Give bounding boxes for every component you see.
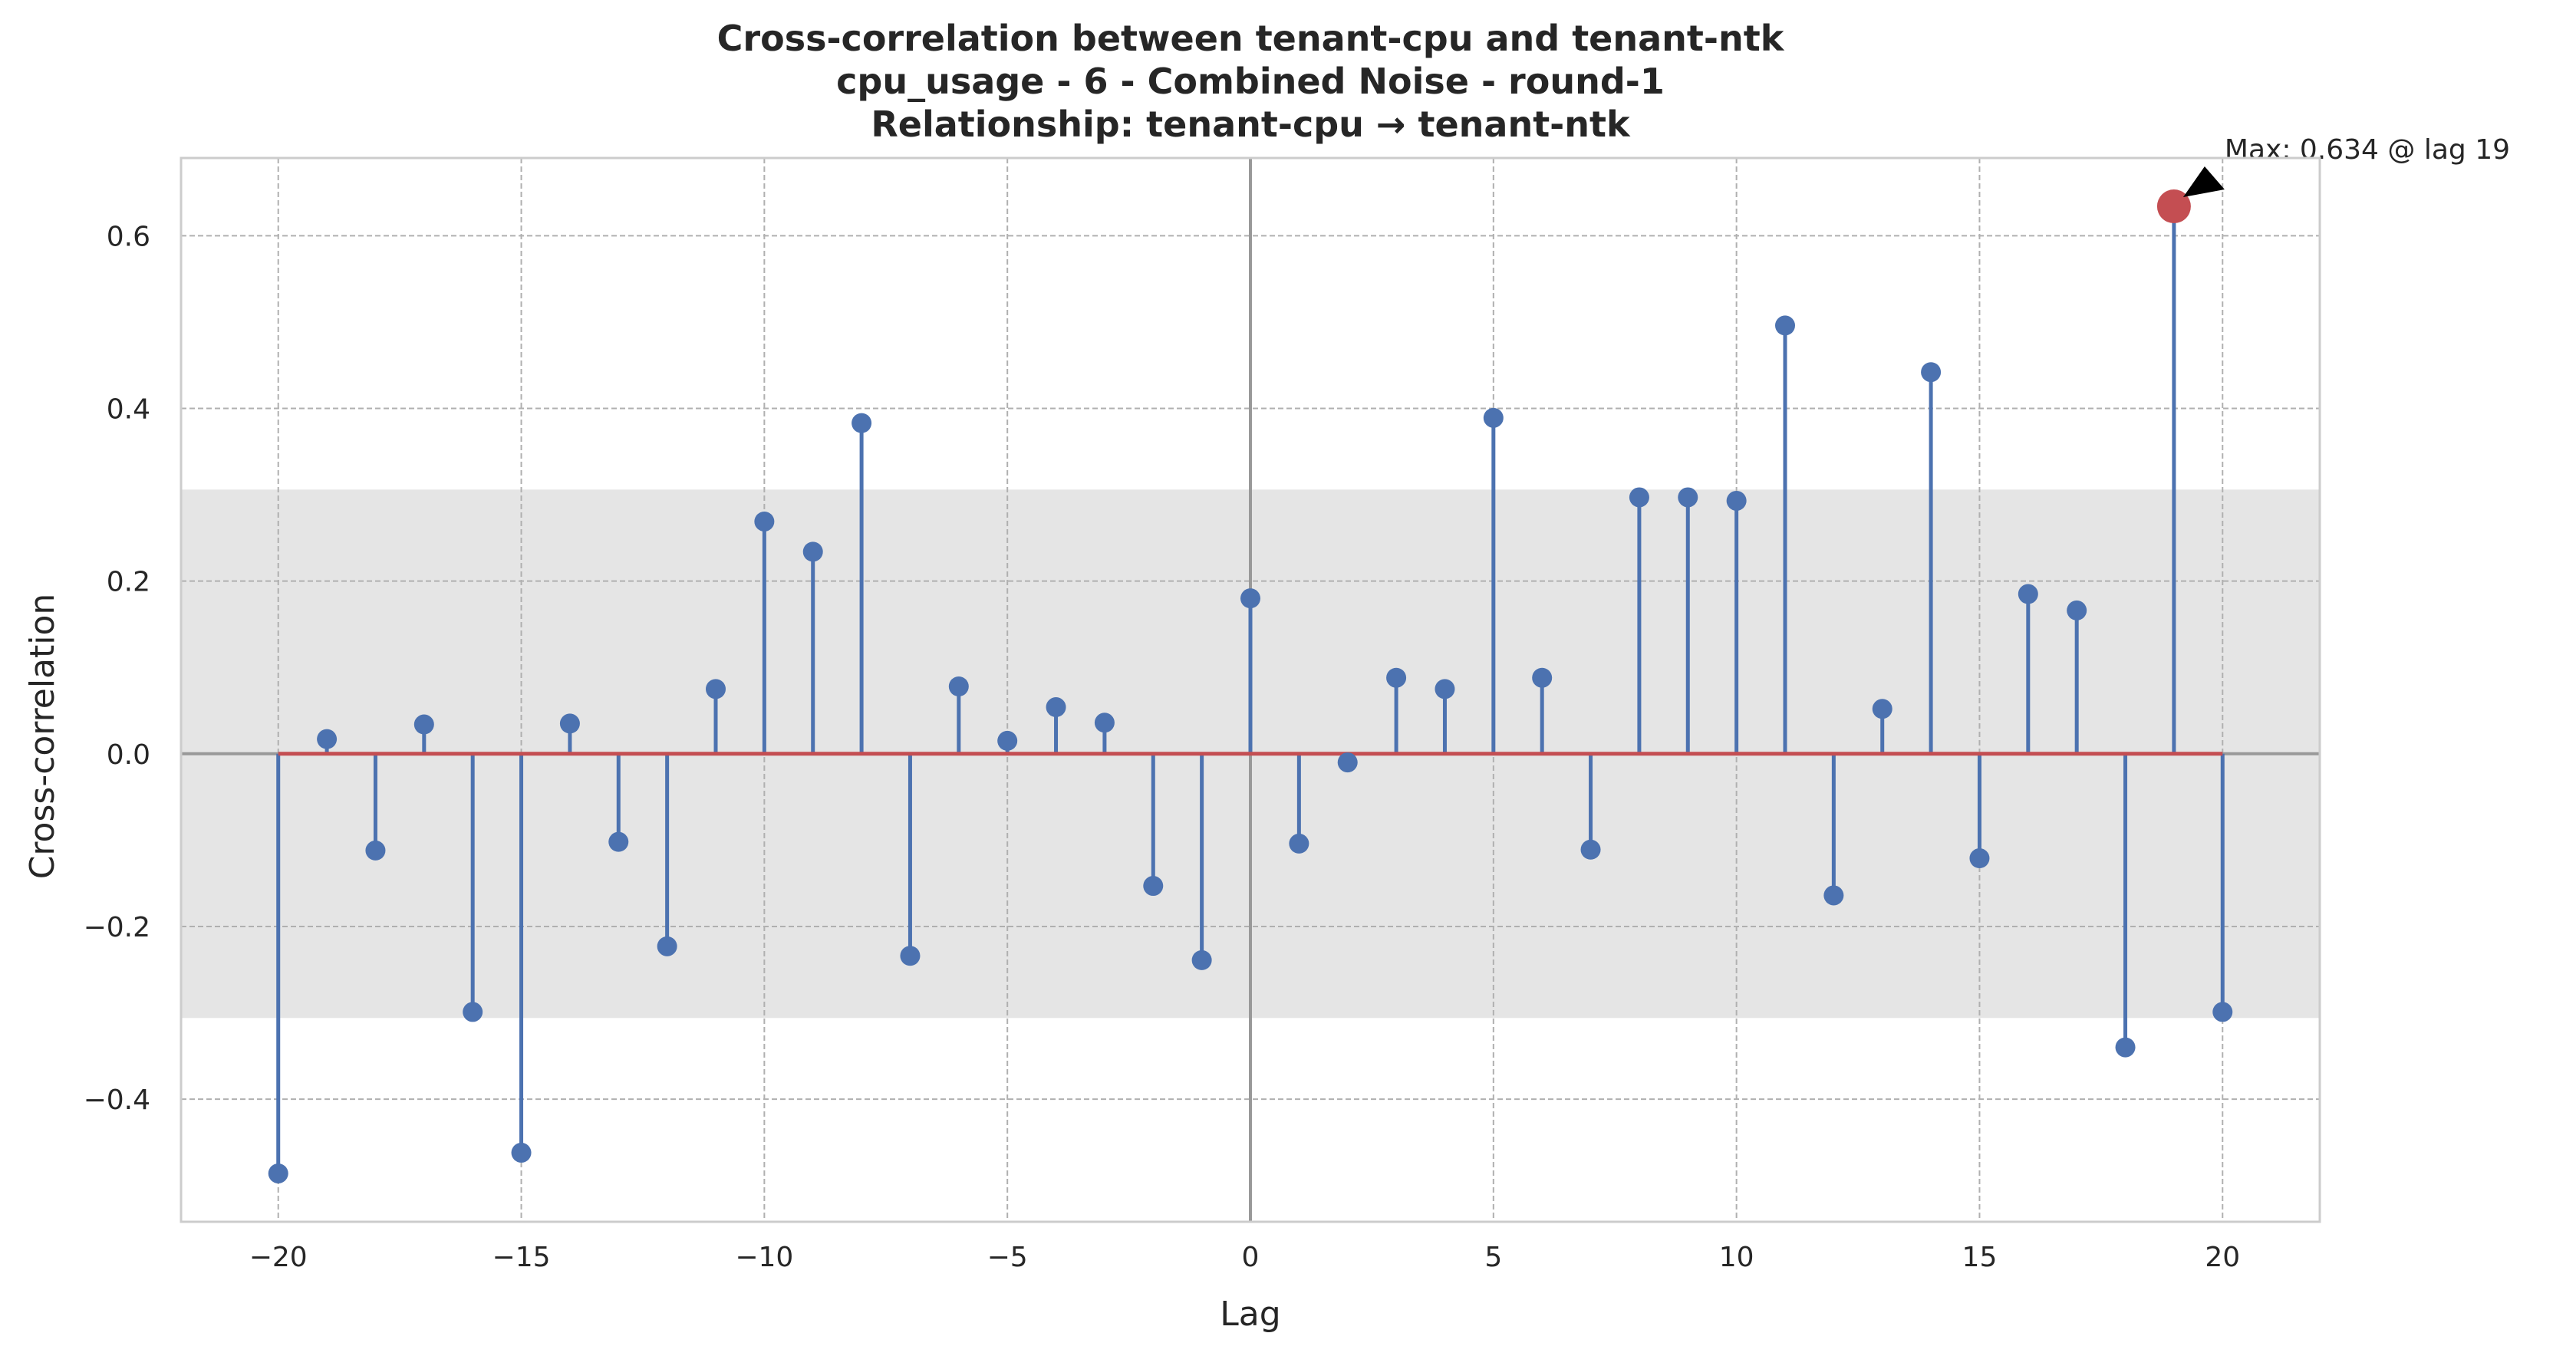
x-tick-label: −10 bbox=[735, 1242, 793, 1273]
stem-marker bbox=[268, 1163, 288, 1183]
stem-marker bbox=[1872, 699, 1892, 719]
plot-frame bbox=[180, 156, 2321, 1223]
x-axis-label: Lag bbox=[1220, 1295, 1280, 1334]
stem-marker bbox=[1289, 833, 1309, 854]
y-axis-label: Cross-correlation bbox=[23, 594, 62, 880]
stem-marker bbox=[1678, 487, 1698, 508]
stem-marker bbox=[1532, 667, 1553, 688]
y-tick-label: −0.4 bbox=[84, 1084, 150, 1116]
stem-marker bbox=[1435, 679, 1455, 699]
max-annotation: Max: 0.634 @ lag 19 bbox=[2225, 134, 2510, 166]
x-tick-label: −20 bbox=[249, 1242, 308, 1273]
y-tick-label: −0.2 bbox=[84, 912, 150, 943]
y-axis-ticks: −0.4 −0.2 0.0 0.2 0.4 0.6 bbox=[84, 221, 150, 1116]
max-marker bbox=[2156, 189, 2191, 224]
annotation-arrow-icon bbox=[2182, 166, 2225, 198]
stem-marker bbox=[413, 714, 434, 735]
stem-marker bbox=[511, 1142, 532, 1163]
stem-marker bbox=[317, 729, 338, 749]
stem-marker bbox=[1094, 713, 1115, 733]
stem-marker bbox=[1629, 487, 1649, 508]
y-tick-label: 0.4 bbox=[107, 393, 150, 425]
x-tick-label: −5 bbox=[987, 1242, 1028, 1273]
stem-marker bbox=[463, 1002, 483, 1022]
stem-marker bbox=[900, 946, 921, 966]
stem-marker bbox=[1046, 697, 1066, 718]
x-tick-label: 0 bbox=[1242, 1242, 1260, 1273]
stem-marker bbox=[948, 676, 969, 696]
stem-marker bbox=[706, 679, 726, 699]
stem-marker bbox=[2212, 1002, 2233, 1022]
stem-markers bbox=[268, 196, 2233, 1183]
stem-marker bbox=[1969, 848, 1990, 869]
x-tick-label: −15 bbox=[492, 1242, 551, 1273]
stem-marker bbox=[1921, 362, 1942, 383]
stem-marker bbox=[1775, 315, 1795, 336]
stem-marker bbox=[852, 413, 872, 433]
stem-marker bbox=[1143, 876, 1164, 897]
stem-marker bbox=[997, 730, 1018, 751]
x-axis-ticks: −20 −15 −10 −5 0 5 10 15 20 bbox=[249, 1242, 2240, 1273]
stem-marker bbox=[2115, 1037, 2136, 1058]
x-tick-label: 5 bbox=[1484, 1242, 1502, 1273]
stem-marker bbox=[1823, 885, 1844, 906]
stem-marker bbox=[559, 713, 580, 734]
stem-marker bbox=[1726, 490, 1747, 511]
stem-marker bbox=[1386, 667, 1407, 688]
y-tick-label: 0.2 bbox=[107, 567, 150, 598]
chart-title-line-1: Cross-correlation between tenant-cpu and… bbox=[717, 18, 1785, 59]
stem-marker bbox=[1483, 407, 1504, 428]
y-tick-label: 0.0 bbox=[107, 739, 150, 771]
stem-marker bbox=[1580, 839, 1601, 860]
x-tick-label: 15 bbox=[1962, 1242, 1998, 1273]
x-tick-label: 20 bbox=[2205, 1242, 2240, 1273]
stem-marker bbox=[608, 831, 629, 852]
chart-title-line-3: Relationship: tenant-cpu → tenant-ntk bbox=[871, 104, 1631, 145]
stem-marker bbox=[754, 511, 775, 532]
chart-title-line-2: cpu_usage - 6 - Combined Noise - round-1 bbox=[836, 61, 1665, 102]
stem-marker bbox=[365, 840, 386, 861]
stem-marker bbox=[802, 541, 823, 562]
stem-marker bbox=[2067, 600, 2087, 620]
stem-marker bbox=[1191, 950, 1212, 970]
x-tick-label: 10 bbox=[1719, 1242, 1754, 1273]
stem-marker bbox=[1240, 588, 1260, 609]
stem-marker bbox=[1337, 752, 1358, 773]
y-tick-label: 0.6 bbox=[107, 221, 150, 252]
stem-marker bbox=[2018, 584, 2038, 604]
stem-marker bbox=[657, 936, 677, 956]
